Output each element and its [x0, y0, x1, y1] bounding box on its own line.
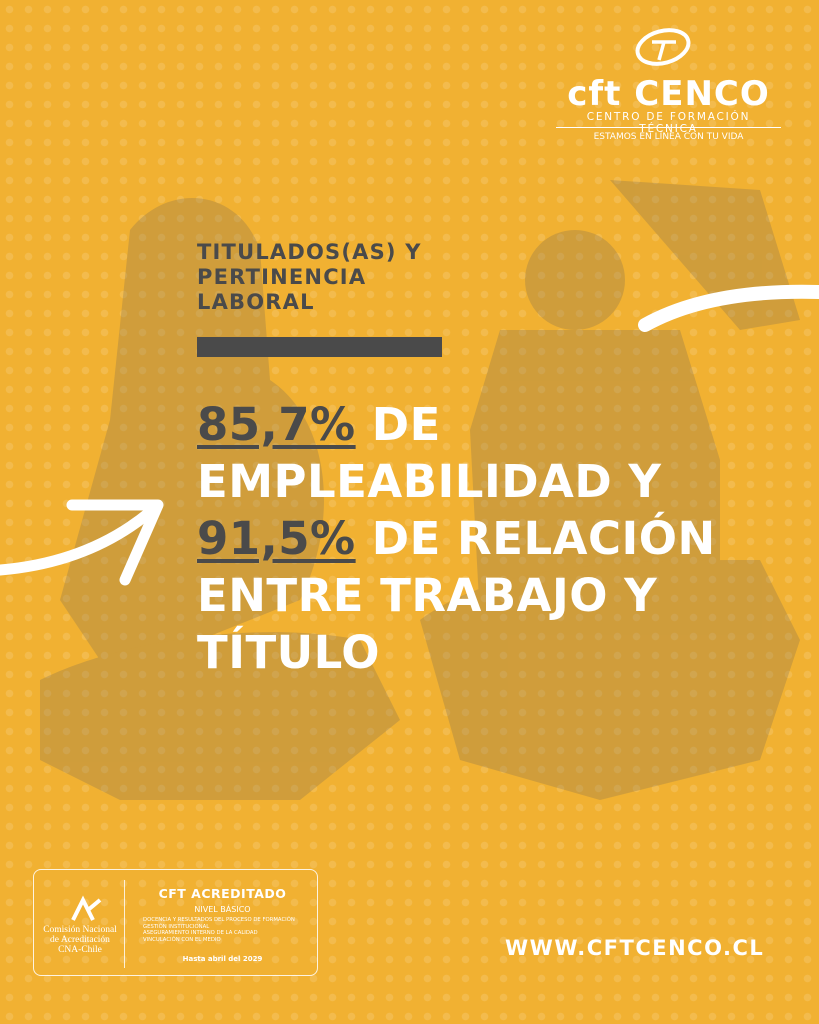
headline-line: TÍTULO [197, 624, 797, 681]
accreditation-title: CFT ACREDITADO [158, 886, 287, 901]
agency-line: de Acreditación [50, 935, 110, 945]
accreditation-area: GESTIÓN INSTITUCIONAL [143, 923, 210, 930]
headline-text: EMPLEABILIDAD Y [197, 455, 662, 508]
accreditation-area: VINCULACIÓN CON EL MEDIO [143, 936, 221, 943]
headline-text: TÍTULO [197, 626, 380, 679]
accreditation-divider [124, 880, 125, 968]
headline-text: DE RELACIÓN [355, 512, 716, 565]
logo-subtitle: CENTRO DE FORMACIÓN TÉCNICA [586, 111, 751, 135]
agency-line: CNA-Chile [58, 945, 102, 955]
headline-line: ENTRE TRABAJO Y [197, 567, 797, 624]
headline-figure: 85,7% [197, 398, 356, 451]
logo-rule [556, 127, 781, 128]
title-line: PERTINENCIA [197, 265, 367, 289]
accreditation-box [33, 869, 318, 976]
accreditation-until: Hasta abril del 2029 [182, 955, 263, 963]
title-line: TITULADOS(AS) Y [197, 240, 422, 264]
headline-figure: 91,5% [197, 512, 356, 565]
headline-line: EMPLEABILIDAD Y [197, 453, 797, 510]
headline-line: 91,5% DE RELACIÓN [197, 510, 797, 567]
headline-line: 85,7% DE [197, 396, 797, 453]
accreditation-level: NIVEL BÁSICO [194, 905, 251, 914]
headline-text: DE [355, 398, 441, 451]
agency-name: Comisión Nacional de Acreditación CNA-Chil… [40, 925, 120, 955]
accreditation-areas: DOCENCIA Y RESULTADOS DEL PROCESO DE FOR… [143, 917, 318, 943]
accreditation-area: ASEGURAMIENTO INTERNO DE LA CALIDAD [143, 930, 258, 937]
headline-text: ENTRE TRABAJO Y [197, 569, 658, 622]
website[interactable]: WWW.CFTCENCO.CL [505, 936, 765, 960]
agency-line: Comisión Nacional [43, 925, 117, 935]
title-line: LABORAL [197, 290, 315, 314]
logo-wordmark: cft CENCO [567, 74, 770, 114]
headline: 85,7% DE EMPLEABILIDAD Y 91,5% DE RELACIÓN… [197, 396, 797, 681]
logo-tagline: ESTAMOS EN LÍNEA CON TU VIDA [593, 132, 744, 142]
title-bar [197, 337, 442, 357]
title: TITULADOS(AS) Y PERTINENCIA LABORAL [197, 240, 497, 315]
accreditation-area: DOCENCIA Y RESULTADOS DEL PROCESO DE FOR… [143, 917, 295, 923]
